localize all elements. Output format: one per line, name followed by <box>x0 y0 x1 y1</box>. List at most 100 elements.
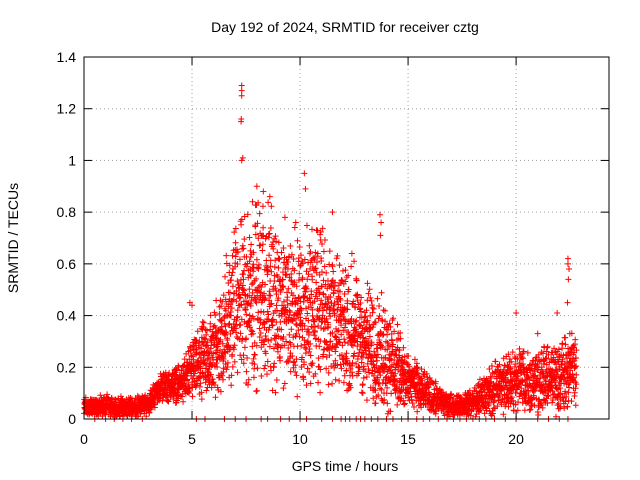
data-point <box>238 92 245 99</box>
data-point <box>317 366 324 373</box>
data-point <box>199 318 206 325</box>
data-point <box>264 358 271 365</box>
data-point <box>409 400 416 407</box>
data-point <box>551 345 558 352</box>
data-point <box>559 340 566 347</box>
data-point <box>264 264 271 271</box>
data-point <box>563 393 570 400</box>
data-point <box>377 372 384 379</box>
data-point <box>234 369 241 376</box>
data-point <box>270 245 277 252</box>
data-point <box>308 360 315 367</box>
data-point <box>222 323 229 330</box>
data-point <box>372 387 379 394</box>
data-point <box>373 357 380 364</box>
x-tick-label: 20 <box>508 431 524 447</box>
data-point <box>207 371 214 378</box>
data-point <box>200 319 207 326</box>
data-point <box>298 307 305 314</box>
data-point <box>307 340 314 347</box>
data-point <box>336 339 343 346</box>
data-point <box>341 336 348 343</box>
data-point <box>359 354 366 361</box>
data-point <box>203 331 210 338</box>
data-point <box>303 382 310 389</box>
data-point <box>572 336 579 343</box>
data-point <box>213 335 220 342</box>
data-point <box>486 401 493 408</box>
data-point <box>386 355 393 362</box>
data-point <box>301 359 308 366</box>
data-point <box>397 329 404 336</box>
data-point <box>267 263 274 270</box>
data-point <box>508 358 515 365</box>
data-point <box>372 319 379 326</box>
data-point <box>203 387 210 394</box>
data-point <box>223 252 230 259</box>
data-point <box>272 233 279 240</box>
data-point <box>264 267 271 274</box>
data-point <box>260 224 267 231</box>
data-point <box>397 398 404 405</box>
data-point <box>182 373 189 380</box>
data-point <box>284 302 291 309</box>
data-point <box>568 330 575 337</box>
data-point <box>255 235 262 242</box>
data-point <box>307 352 314 359</box>
data-point <box>236 322 243 329</box>
data-point <box>506 366 513 373</box>
data-point <box>243 311 250 318</box>
data-point <box>343 350 350 357</box>
data-point <box>258 373 265 380</box>
data-point <box>227 312 234 319</box>
data-point <box>300 298 307 305</box>
data-point <box>287 341 294 348</box>
data-point <box>321 237 328 244</box>
data-point <box>267 292 274 299</box>
data-point <box>233 329 240 336</box>
data-point <box>505 351 512 358</box>
data-point <box>326 310 333 317</box>
data-point <box>226 289 233 296</box>
data-point <box>211 309 218 316</box>
data-point <box>307 380 314 387</box>
data-point <box>266 292 273 299</box>
data-point <box>365 290 372 297</box>
y-tick-label: 1.4 <box>57 49 77 65</box>
data-point <box>550 354 557 361</box>
data-point <box>118 396 125 403</box>
data-point <box>204 327 211 334</box>
data-point <box>265 326 272 333</box>
data-point <box>231 229 238 236</box>
data-point <box>293 330 300 337</box>
data-point <box>159 397 166 404</box>
data-point <box>323 315 330 322</box>
data-point <box>356 364 363 371</box>
data-point <box>386 320 393 327</box>
data-point <box>266 230 273 237</box>
data-point <box>330 302 337 309</box>
data-point <box>240 276 247 283</box>
data-point <box>369 309 376 316</box>
data-point <box>219 372 226 379</box>
data-point <box>244 355 251 362</box>
data-point <box>264 371 271 378</box>
data-point <box>239 245 246 252</box>
data-point <box>315 355 322 362</box>
data-point <box>234 307 241 314</box>
data-point <box>397 335 404 342</box>
data-point <box>328 278 335 285</box>
data-point <box>303 268 310 275</box>
data-point <box>375 380 382 387</box>
data-point <box>286 331 293 338</box>
data-point <box>302 185 309 192</box>
data-point <box>508 394 515 401</box>
data-point <box>303 305 310 312</box>
data-point <box>273 238 280 245</box>
data-point <box>266 288 273 295</box>
data-point <box>423 370 430 377</box>
data-point <box>201 335 208 342</box>
data-point <box>253 388 260 395</box>
data-point <box>231 342 238 349</box>
data-point <box>400 344 407 351</box>
